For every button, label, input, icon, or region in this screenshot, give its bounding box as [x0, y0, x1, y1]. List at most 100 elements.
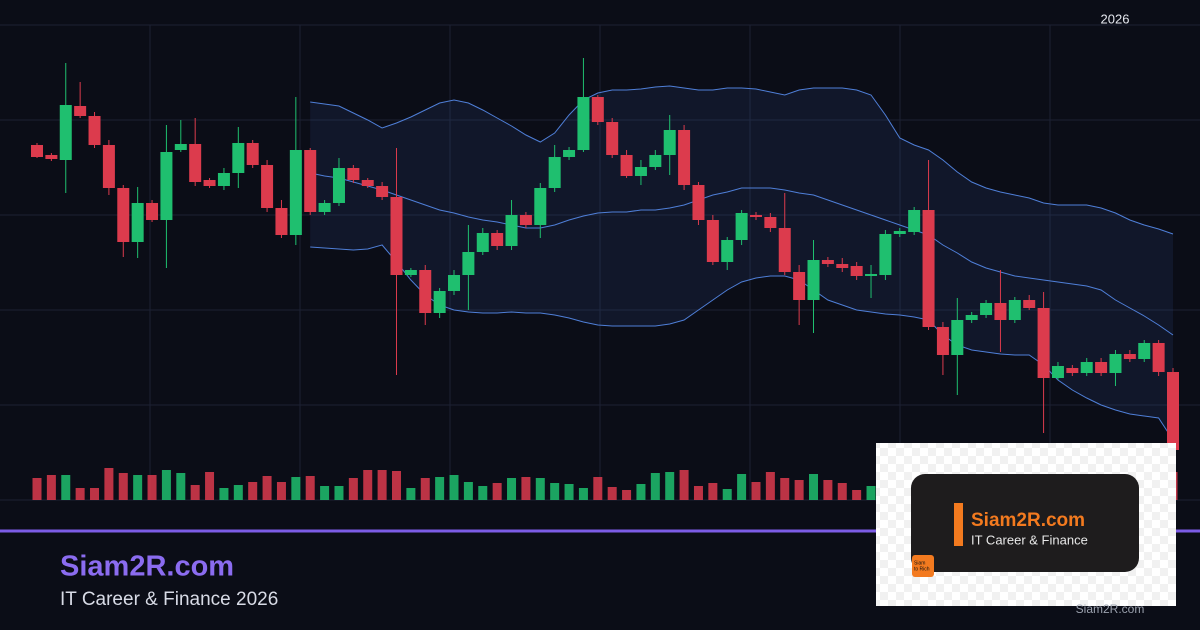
candle-body: [275, 208, 288, 235]
volume-bar: [435, 477, 445, 500]
candle-body: [74, 106, 87, 116]
candle-body: [117, 188, 130, 242]
ad-tagline: IT Career & Finance: [971, 532, 1088, 547]
candle-body: [649, 155, 662, 167]
volume-bar: [693, 486, 703, 500]
candle-body: [88, 116, 101, 145]
candle-body: [1037, 308, 1050, 378]
candle-body: [318, 203, 331, 212]
volume-bar: [650, 473, 660, 500]
volume-bar: [679, 470, 689, 500]
candle-body: [1123, 354, 1136, 359]
volume-bar: [564, 484, 574, 500]
candle-body: [735, 213, 748, 240]
band-line: [310, 85, 1174, 235]
watermark: Siam2R.com: [1076, 602, 1145, 616]
candle-body: [994, 303, 1007, 320]
candle-body: [462, 252, 475, 275]
volume-bar: [420, 478, 430, 500]
band-line: [310, 244, 1174, 441]
candle-body: [261, 165, 274, 208]
candle-body: [749, 215, 762, 217]
candle-body: [376, 186, 389, 197]
candle-body: [102, 145, 115, 188]
volume-bar: [406, 488, 416, 500]
candle-body: [433, 291, 446, 313]
volume-bar: [248, 482, 258, 500]
candle-body: [764, 217, 777, 228]
candle-body: [606, 122, 619, 155]
footer-title: Siam2R.com: [60, 551, 234, 583]
candle-body: [1023, 300, 1036, 308]
volume-bar: [780, 478, 790, 500]
volume-bar: [823, 480, 833, 500]
candle-body: [232, 143, 245, 173]
volume-bar: [866, 486, 876, 500]
candle-body: [663, 130, 676, 155]
volume-bar: [449, 475, 459, 500]
volume-bar: [46, 475, 56, 500]
candle-body: [879, 234, 892, 275]
volume-bar: [161, 470, 171, 500]
volume-bar: [276, 482, 286, 500]
candle-body: [347, 168, 360, 180]
candle-body: [160, 152, 173, 220]
candle-body: [174, 144, 187, 150]
candle-body: [1066, 368, 1079, 373]
volume-bar: [607, 487, 617, 500]
volume-bar: [61, 475, 71, 500]
volume-bar: [507, 478, 517, 500]
candle-body: [332, 168, 345, 203]
candle-body: [448, 275, 461, 291]
candle-body: [893, 231, 906, 234]
volume-bar: [751, 482, 761, 500]
volume-bar: [391, 471, 401, 500]
candle-body: [505, 215, 518, 246]
candle-body: [1167, 372, 1179, 450]
volume-bar: [377, 470, 387, 500]
volume-bar: [147, 475, 157, 500]
candle-body: [793, 272, 806, 300]
candle-body: [591, 97, 604, 122]
candle-body: [31, 145, 43, 157]
candle-body: [131, 203, 144, 242]
band-fill: [310, 86, 1173, 440]
candle-body: [778, 228, 791, 272]
volume-bar: [219, 488, 229, 500]
volume-bar: [593, 477, 603, 500]
ad-badge-text: Siam: [914, 560, 925, 566]
candle-body: [289, 150, 302, 235]
candle-body: [1051, 366, 1064, 378]
candle-body: [304, 150, 317, 212]
candle-body: [534, 188, 547, 225]
candle-body: [706, 220, 719, 262]
footer-subtitle: IT Career & Finance 2026: [60, 589, 278, 610]
volume-bar: [363, 470, 373, 500]
candle-body: [620, 155, 633, 176]
volume-bar: [133, 475, 143, 500]
volume-bar: [535, 478, 545, 500]
candle-body: [563, 150, 576, 157]
volume-bar: [578, 488, 588, 500]
plot: [0, 24, 1200, 501]
volume-bar: [104, 468, 114, 500]
volume-bar: [190, 485, 200, 500]
volume-bar: [665, 472, 675, 500]
candle-body: [1152, 343, 1165, 372]
candle-body: [1095, 362, 1108, 373]
candle-body: [692, 185, 705, 220]
volume-bar: [708, 483, 718, 500]
candle-body: [1080, 362, 1093, 373]
candle-body: [1008, 300, 1021, 320]
ad-accent: [954, 503, 963, 546]
candle-body: [361, 180, 374, 186]
candle-body: [836, 264, 849, 268]
candle-body: [419, 270, 432, 313]
ad-badge-text: to Rich: [914, 566, 930, 572]
volume-bar: [334, 486, 344, 500]
candle-body: [980, 303, 993, 315]
volume-bar: [320, 486, 330, 500]
candle-body: [59, 105, 72, 160]
